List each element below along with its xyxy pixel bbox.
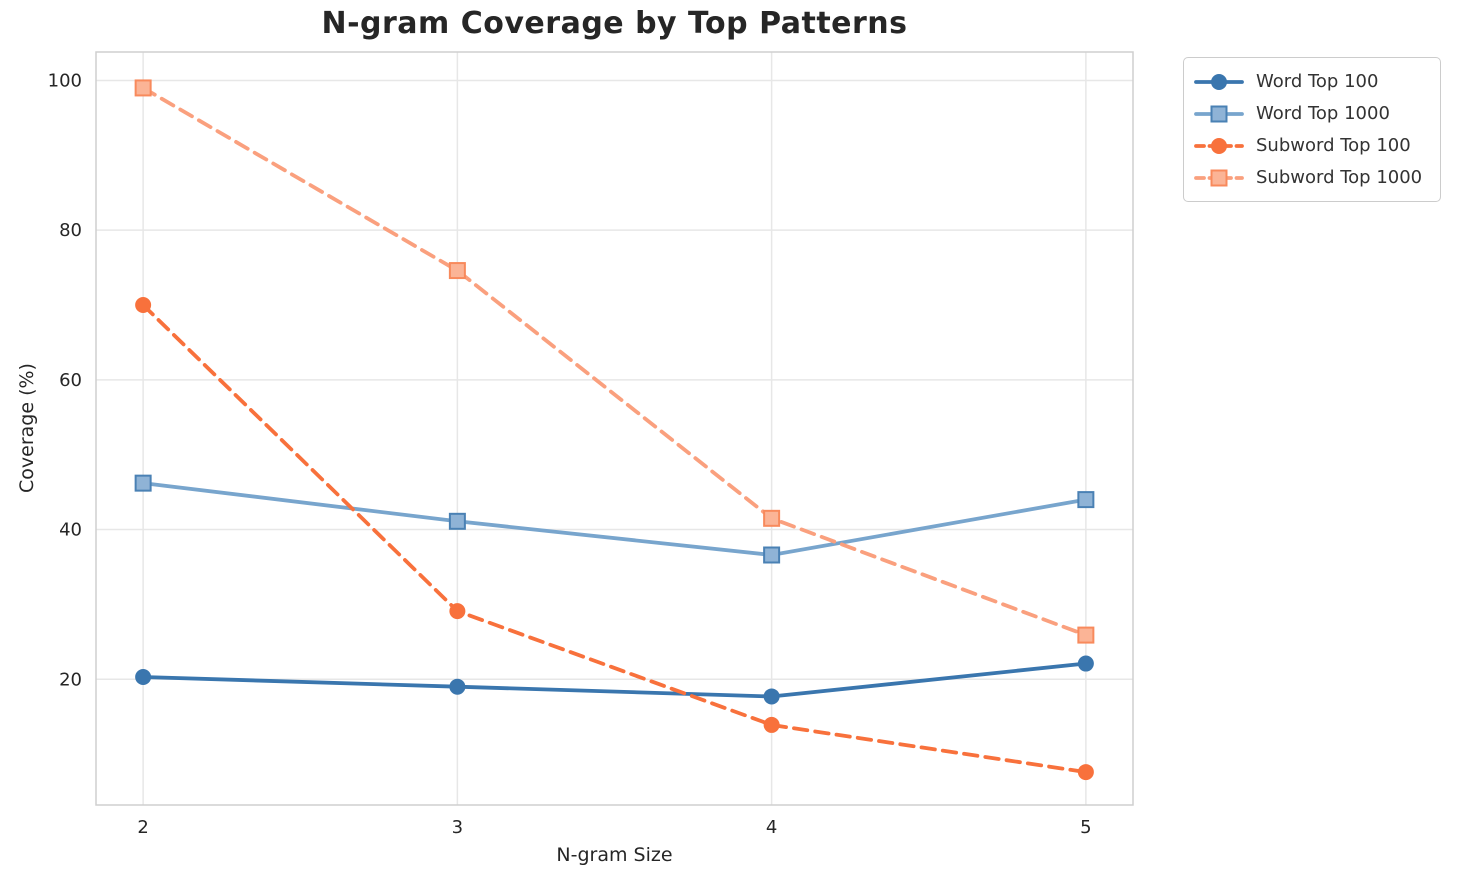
chart-title: N-gram Coverage by Top Patterns	[321, 6, 908, 41]
series-line-subword-top-1000	[141, 86, 1088, 637]
marker-word-top-100	[449, 678, 466, 695]
y-tick-label: 80	[59, 220, 82, 241]
x-tick-label: 5	[1080, 817, 1091, 838]
y-tick-label: 20	[59, 669, 82, 690]
marker-word-top-1000	[448, 512, 466, 530]
legend-marker-word-top-1000	[1210, 105, 1228, 122]
marker-word-top-1000	[763, 546, 781, 564]
series-line-word-top-100	[141, 661, 1088, 699]
marker-subword-top-1000	[448, 262, 466, 280]
legend-label-word-top-100: Word Top 100	[1256, 71, 1379, 92]
marker-subword-top-1000	[763, 509, 781, 527]
marker-subword-top-100	[1077, 764, 1094, 781]
legend-square-marker-icon	[1194, 105, 1244, 122]
legend-label-subword-top-100: Subword Top 100	[1256, 135, 1411, 156]
legend-label-subword-top-1000: Subword Top 1000	[1256, 167, 1423, 188]
legend: Word Top 100 Word Top 1000 Subword Top 100…	[1183, 57, 1442, 202]
y-tick-label: 40	[59, 520, 82, 541]
legend-item-word-top-100: Word Top 100	[1194, 66, 1422, 97]
x-tick-label: 2	[137, 817, 148, 838]
marker-word-top-100	[1077, 655, 1094, 672]
plot-border	[95, 51, 1134, 806]
marker-word-top-1000	[1077, 491, 1095, 509]
legend-item-subword-top-100: Subword Top 100	[1194, 130, 1422, 161]
y-tick-label: 60	[59, 370, 82, 391]
x-tick-label: 4	[766, 817, 777, 838]
marker-subword-top-1000	[134, 79, 152, 97]
series-line-word-top-1000	[141, 481, 1088, 557]
marker-subword-top-100	[449, 603, 466, 620]
marker-subword-top-100	[763, 716, 780, 733]
y-tick-label: 100	[48, 70, 82, 91]
marker-word-top-100	[763, 688, 780, 705]
marker-word-top-100	[135, 669, 152, 686]
marker-subword-top-100	[135, 296, 152, 313]
legend-item-word-top-1000: Word Top 1000	[1194, 98, 1422, 129]
x-tick-label: 3	[452, 817, 463, 838]
marker-word-top-1000	[134, 474, 152, 492]
legend-square-marker-icon	[1194, 169, 1244, 186]
y-axis-label: Coverage (%)	[16, 363, 38, 493]
legend-circle-marker-icon	[1194, 137, 1244, 154]
legend-item-subword-top-1000: Subword Top 1000	[1194, 162, 1422, 193]
legend-label-word-top-1000: Word Top 1000	[1256, 103, 1390, 124]
series-line-subword-top-100	[141, 303, 1088, 774]
marker-subword-top-1000	[1077, 626, 1095, 644]
legend-marker-subword-top-1000	[1210, 169, 1228, 186]
legend-marker-subword-top-100	[1211, 137, 1227, 154]
legend-circle-marker-icon	[1194, 73, 1244, 90]
legend-marker-word-top-100	[1211, 73, 1227, 90]
x-axis-label: N-gram Size	[556, 844, 673, 866]
